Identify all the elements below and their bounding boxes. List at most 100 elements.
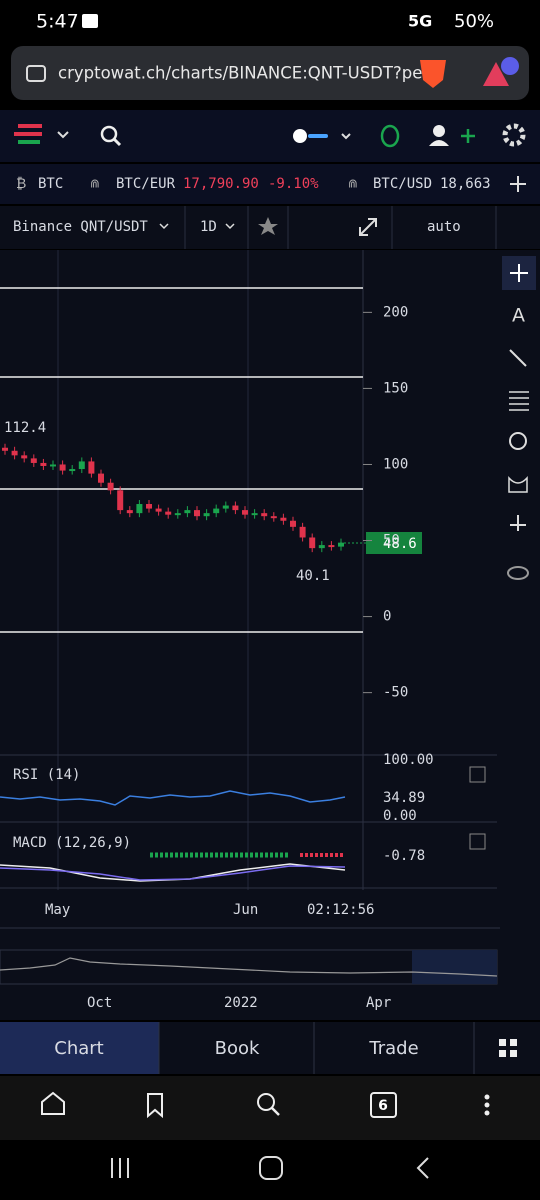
candle bbox=[270, 516, 277, 519]
candles bbox=[2, 443, 344, 553]
bookmark-button[interactable] bbox=[147, 1093, 163, 1119]
battery: 50% bbox=[454, 11, 494, 32]
candle bbox=[98, 473, 104, 483]
overview-window[interactable] bbox=[412, 950, 497, 984]
candle bbox=[318, 545, 325, 549]
tool-line[interactable] bbox=[509, 349, 527, 367]
time-label: May bbox=[45, 902, 70, 918]
tabs-button[interactable] bbox=[370, 1092, 397, 1118]
time-label: Jun bbox=[233, 902, 258, 918]
search-handle bbox=[112, 137, 122, 147]
brave-icon[interactable] bbox=[420, 60, 446, 88]
menu-caret[interactable] bbox=[57, 131, 69, 139]
home-nav-button[interactable] bbox=[259, 1156, 283, 1180]
price-tick-label: -50 bbox=[383, 685, 408, 701]
back-button[interactable] bbox=[416, 1157, 429, 1179]
recents-button[interactable] bbox=[111, 1158, 129, 1178]
scale-select[interactable]: auto bbox=[427, 219, 461, 235]
candle bbox=[328, 545, 335, 548]
tabs-count[interactable]: 6 bbox=[378, 1098, 388, 1114]
tool-measure[interactable] bbox=[510, 515, 526, 531]
candle bbox=[299, 526, 306, 538]
tool-circle[interactable] bbox=[509, 432, 527, 450]
overview-label: Apr bbox=[366, 995, 391, 1011]
favorite-star[interactable] bbox=[258, 217, 278, 235]
rsi-value: 34.89 bbox=[383, 790, 425, 806]
theme-caret[interactable] bbox=[341, 133, 351, 140]
candle bbox=[78, 461, 85, 470]
last-price: 48.6 bbox=[383, 536, 417, 552]
candle bbox=[184, 510, 191, 514]
gallery-icon bbox=[82, 14, 98, 28]
rsi-tick: 100.00 bbox=[383, 752, 434, 768]
low-label: 40.1 bbox=[296, 568, 330, 584]
macd-label: MACD (12,26,9) bbox=[13, 835, 131, 851]
candle bbox=[21, 455, 28, 459]
chart-area[interactable] bbox=[0, 250, 500, 1020]
network: 5G bbox=[408, 12, 432, 31]
rsi-line bbox=[0, 790, 346, 806]
candle bbox=[69, 469, 76, 472]
app-header bbox=[0, 110, 540, 162]
rewards-icon[interactable] bbox=[483, 62, 509, 86]
candle bbox=[11, 450, 18, 456]
tab[interactable]: Trade bbox=[368, 1038, 418, 1059]
search-button[interactable] bbox=[257, 1093, 275, 1111]
price-tick-label: 50 bbox=[383, 533, 400, 549]
candle bbox=[213, 508, 220, 514]
btc-icon: ₿ bbox=[16, 176, 26, 192]
plus-icon bbox=[510, 176, 526, 192]
candle bbox=[194, 510, 200, 517]
candle bbox=[338, 542, 344, 547]
account-icon[interactable] bbox=[433, 125, 445, 137]
theme-icon[interactable] bbox=[293, 129, 307, 143]
tool-curve[interactable] bbox=[508, 476, 528, 493]
countdown: 02:12:56 bbox=[307, 902, 374, 918]
logo[interactable] bbox=[14, 124, 42, 144]
candle bbox=[165, 511, 172, 515]
tab-active[interactable] bbox=[0, 1022, 159, 1074]
candle bbox=[40, 462, 47, 466]
interval-select[interactable]: 1D bbox=[200, 219, 217, 235]
ticker-icon: ⋒ bbox=[348, 177, 358, 191]
ticker-symbol[interactable]: BTC bbox=[38, 176, 63, 192]
ticker-symbol[interactable]: BTC/EUR bbox=[116, 176, 176, 192]
overview-line bbox=[0, 957, 498, 977]
home-button[interactable] bbox=[41, 1091, 65, 1115]
tab[interactable]: Chart bbox=[54, 1038, 103, 1059]
more-button[interactable] bbox=[484, 1094, 490, 1116]
candle bbox=[107, 482, 114, 491]
candle bbox=[251, 513, 258, 516]
candle bbox=[222, 505, 229, 509]
tool-column bbox=[500, 250, 540, 1020]
ticker-symbol[interactable]: BTC/USD bbox=[373, 176, 432, 192]
signal-line bbox=[0, 865, 346, 881]
url-bar[interactable] bbox=[11, 46, 529, 100]
grid-menu[interactable] bbox=[499, 1039, 517, 1057]
candle bbox=[280, 517, 287, 521]
close-macd[interactable] bbox=[469, 833, 486, 850]
macd-value: -0.78 bbox=[383, 848, 425, 864]
tab[interactable]: Book bbox=[215, 1038, 260, 1059]
coins-icon[interactable] bbox=[380, 124, 400, 148]
tool-visibility[interactable] bbox=[507, 566, 529, 580]
account-body bbox=[429, 140, 449, 146]
settings-icon[interactable] bbox=[502, 123, 526, 147]
overview-label: Oct bbox=[87, 995, 112, 1011]
candle bbox=[50, 464, 56, 467]
fullscreen-icon[interactable] bbox=[359, 218, 377, 236]
search-icon[interactable] bbox=[100, 125, 118, 143]
clock: 5:47 bbox=[36, 11, 79, 33]
tool-text[interactable]: A bbox=[512, 305, 525, 327]
ticker-bar bbox=[0, 164, 540, 204]
candle bbox=[261, 513, 268, 517]
tool-fib[interactable] bbox=[509, 391, 529, 411]
add-account[interactable] bbox=[461, 129, 475, 143]
url[interactable]: cryptowat.ch/charts/BINANCE:QNT-USDT?per bbox=[58, 64, 429, 83]
candle bbox=[155, 508, 162, 512]
market-select[interactable]: Binance QNT/USDT bbox=[13, 219, 148, 235]
candle bbox=[174, 513, 181, 516]
lock-icon bbox=[26, 65, 46, 82]
close-rsi[interactable] bbox=[469, 766, 486, 783]
overview-label: 2022 bbox=[224, 995, 258, 1011]
